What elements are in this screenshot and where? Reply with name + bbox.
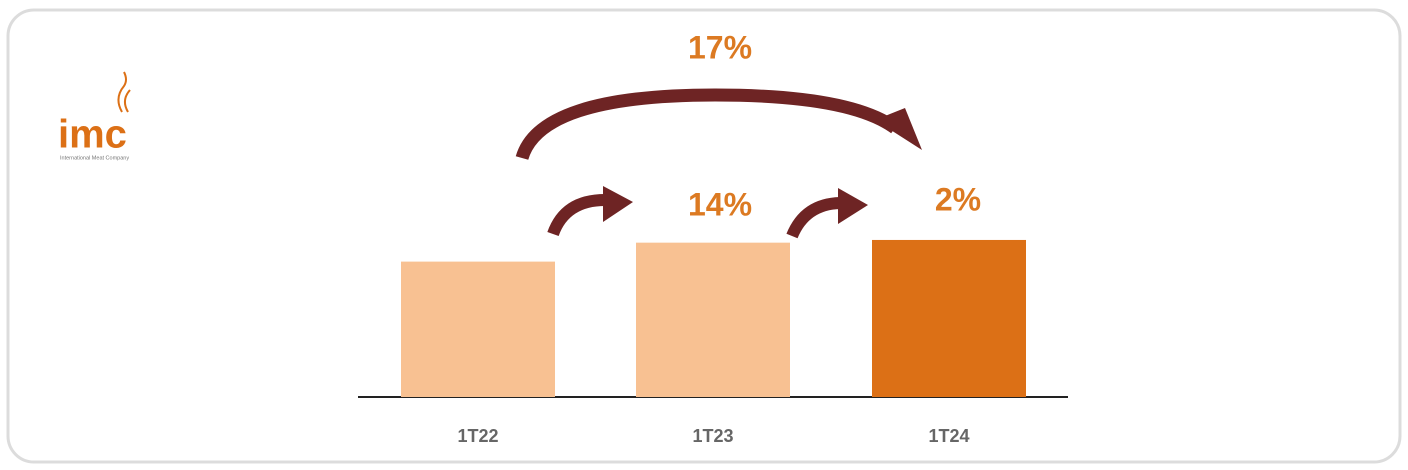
logo-flame [117, 71, 131, 113]
frame [6, 8, 1402, 464]
bar [636, 242, 790, 397]
growth-label: 14% [688, 186, 752, 222]
arrow-shaft [547, 194, 606, 237]
arrow-shaft [786, 197, 841, 239]
logo: imc International Meat Company [58, 71, 131, 161]
bar [401, 261, 555, 397]
x-tick-label: 1T24 [928, 426, 969, 446]
arrows [515, 88, 922, 239]
growth-label: 2% [935, 181, 981, 217]
arrow-head [603, 186, 633, 222]
x-tick-label: 1T23 [692, 426, 733, 446]
arrow-shaft [515, 88, 899, 161]
logo-text: imc [58, 113, 127, 157]
x-tick-label: 1T22 [457, 426, 498, 446]
arrow-head [875, 108, 922, 150]
growth-label: 17% [688, 29, 752, 65]
arrow-head [838, 188, 868, 224]
bar [872, 239, 1026, 397]
logo-tagline: International Meat Company [60, 155, 129, 161]
